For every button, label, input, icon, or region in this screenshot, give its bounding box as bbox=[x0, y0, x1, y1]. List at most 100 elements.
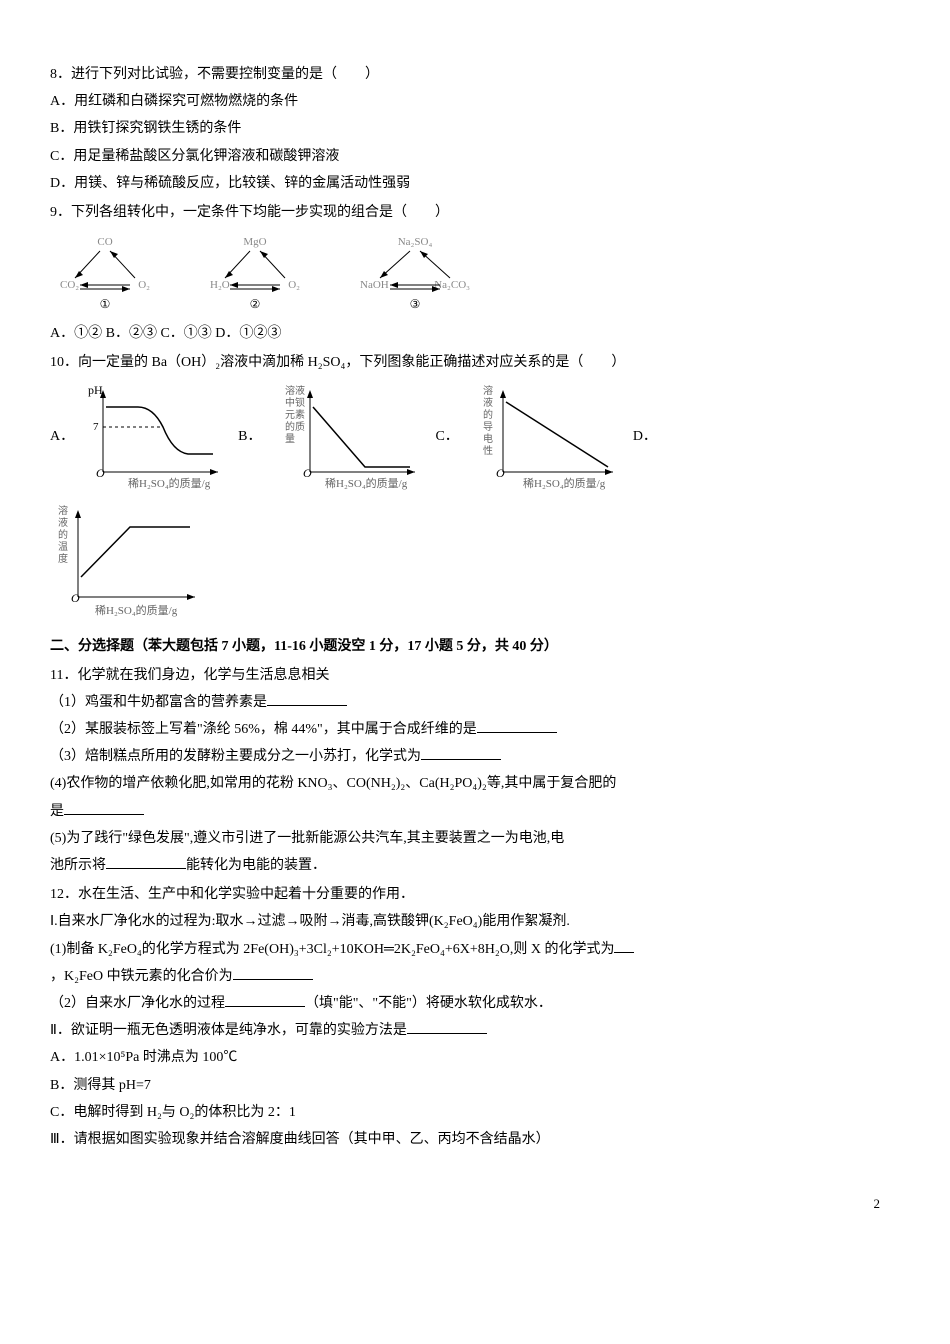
q12-stem: 12．水在生活、生产中和化学实验中起着十分重要的作用． bbox=[50, 882, 900, 907]
q12-II: Ⅱ．欲证明一瓶无色透明液体是纯净水，可靠的实验方法是 bbox=[50, 1018, 900, 1043]
q11-p5b-post: 能转化为电能的装置． bbox=[186, 858, 326, 873]
q9-stem: 9．下列各组转化中，一定条件下均能一步实现的组合是（ ） bbox=[50, 200, 900, 225]
svg-text:pH: pH bbox=[88, 383, 103, 397]
q12-p2-pre: （2）自来水厂净化水的过程 bbox=[50, 996, 225, 1011]
triangle-icon: Na₂SO₄ NaOH Na₂CO₃ ③ bbox=[350, 233, 480, 313]
blank bbox=[106, 854, 186, 869]
q9-opts: A．①② B．②③ C．①③ D．①②③ bbox=[50, 321, 900, 346]
q11-p5b: 池所示将 能转化为电能的装置． bbox=[50, 853, 900, 878]
q11-p2: （2）某服装标签上写着"涤纶 56%，棉 44%"，其中属于合成纤维的是 bbox=[50, 717, 900, 742]
chart-c: 溶 液 的 导 电 性 O 稀H₂SO₄的质量/g bbox=[463, 382, 623, 492]
q11-p2-text: （2）某服装标签上写着"涤纶 56%，棉 44%"，其中属于合成纤维的是 bbox=[50, 722, 477, 737]
triangle-icon: MgO H₂O O₂ ② bbox=[200, 233, 310, 313]
q10-label-d: D． bbox=[633, 424, 657, 449]
blank bbox=[225, 992, 305, 1007]
svg-text:的: 的 bbox=[58, 528, 68, 541]
q10-label-b: B． bbox=[238, 424, 261, 449]
svg-text:溶: 溶 bbox=[483, 384, 493, 397]
q9-diagrams: CO CO₂ O₂ ① MgO H₂O O₂ bbox=[50, 233, 900, 313]
chart-b: 溶液 中钡 元素 的质 量 O 稀H₂SO₄的质量/g bbox=[265, 382, 425, 492]
q11-p5a: (5)为了践行"绿色发展",遵义市引进了一批新能源公共汽车,其主要装置之一为电池… bbox=[50, 826, 900, 851]
q12-p1b: ，K₂FeO 中铁元素的化合价为 bbox=[50, 964, 900, 989]
svg-text:O: O bbox=[71, 591, 80, 605]
blank bbox=[421, 745, 501, 760]
d2-num: ② bbox=[250, 297, 261, 311]
q12-II-text: Ⅱ．欲证明一瓶无色透明液体是纯净水，可靠的实验方法是 bbox=[50, 1023, 407, 1038]
q12-p1a: (1)制备 K₂FeO₄的化学方程式为 2Fe(OH)₃+3Cl₂+10KOH═… bbox=[50, 937, 900, 962]
svg-text:稀H₂SO₄的质量/g: 稀H₂SO₄的质量/g bbox=[128, 476, 211, 490]
q11-p3-text: （3）焙制糕点所用的发酵粉主要成分之一小苏打，化学式为 bbox=[50, 749, 421, 764]
q12-p2: （2）自来水厂净化水的过程 （填"能"、"不能"）将硬水软化成软水． bbox=[50, 991, 900, 1016]
svg-text:量: 量 bbox=[285, 433, 295, 445]
d1-right: O₂ bbox=[138, 279, 150, 291]
d3-left: NaOH bbox=[360, 279, 389, 291]
question-10: 10．向一定量的 Ba（OH）₂溶液中滴加稀 H₂SO₄，下列图象能正确描述对应… bbox=[50, 350, 900, 621]
blank bbox=[407, 1019, 487, 1034]
q10-label-a: A． bbox=[50, 424, 74, 449]
question-8: 8．进行下列对比试验，不需要控制变量的是（ ） A．用红磷和白磷探究可燃物燃烧的… bbox=[50, 62, 900, 196]
q12-p1a-text: (1)制备 K₂FeO₄的化学方程式为 2Fe(OH)₃+3Cl₂+10KOH═… bbox=[50, 942, 614, 957]
page-number: 2 bbox=[50, 1192, 900, 1215]
svg-text:的质: 的质 bbox=[285, 420, 305, 433]
q8-stem: 8．进行下列对比试验，不需要控制变量的是（ ） bbox=[50, 62, 900, 87]
d1-top: CO bbox=[97, 236, 112, 248]
blank bbox=[267, 691, 347, 706]
d1-num: ① bbox=[100, 297, 111, 311]
svg-text:O: O bbox=[303, 466, 312, 480]
q11-p4b-text: 是 bbox=[50, 804, 64, 819]
d2-left: H₂O bbox=[210, 279, 230, 291]
q9-diagram-2: MgO H₂O O₂ ② bbox=[200, 233, 310, 313]
svg-text:中钡: 中钡 bbox=[285, 396, 305, 409]
q11-p1-text: （1）鸡蛋和牛奶都富含的营养素是 bbox=[50, 695, 267, 710]
svg-text:7: 7 bbox=[93, 421, 99, 433]
svg-text:稀H₂SO₄的质量/g: 稀H₂SO₄的质量/g bbox=[523, 476, 606, 490]
question-11: 11．化学就在我们身边，化学与生活息息相关 （1）鸡蛋和牛奶都富含的营养素是 （… bbox=[50, 663, 900, 879]
q8-opt-b: B．用铁钉探究钢铁生锈的条件 bbox=[50, 116, 900, 141]
blank bbox=[233, 965, 313, 980]
svg-text:稀H₂SO₄的质量/g: 稀H₂SO₄的质量/g bbox=[325, 476, 408, 490]
svg-text:元素: 元素 bbox=[285, 408, 305, 421]
q11-p1: （1）鸡蛋和牛奶都富含的营养素是 bbox=[50, 690, 900, 715]
section-2-title: 二、分选择题（苯大题包括 7 小题，11-16 小题没空 1 分，17 小题 5… bbox=[50, 634, 900, 659]
chart-d: 溶 液 的 温 度 O 稀H₂SO₄的质量/g bbox=[50, 502, 210, 622]
d2-right: O₂ bbox=[288, 279, 300, 291]
q10-chart-d-row: 溶 液 的 温 度 O 稀H₂SO₄的质量/g bbox=[50, 502, 900, 622]
svg-text:的: 的 bbox=[483, 408, 493, 421]
q12-I: Ⅰ.自来水厂净化水的过程为:取水→过滤→吸附→消毒,高铁酸钾(K₂FeO₄)能用… bbox=[50, 909, 900, 934]
blank bbox=[614, 938, 634, 953]
question-12: 12．水在生活、生产中和化学实验中起着十分重要的作用． Ⅰ.自来水厂净化水的过程… bbox=[50, 882, 900, 1152]
svg-text:溶液: 溶液 bbox=[285, 384, 305, 397]
q9-diagram-1: CO CO₂ O₂ ① bbox=[50, 233, 160, 313]
q11-p4b: 是 bbox=[50, 799, 900, 824]
q8-opt-d: D．用镁、锌与稀硫酸反应，比较镁、锌的金属活动性强弱 bbox=[50, 171, 900, 196]
q12-A: A．1.01×10⁵Pa 时沸点为 100℃ bbox=[50, 1045, 900, 1070]
triangle-icon: CO CO₂ O₂ ① bbox=[50, 233, 160, 313]
svg-text:O: O bbox=[96, 466, 105, 480]
d2-top: MgO bbox=[243, 236, 266, 248]
chart-a: pH 7 O 稀H₂SO₄的质量/g bbox=[78, 382, 228, 492]
q9-diagram-3: Na₂SO₄ NaOH Na₂CO₃ ③ bbox=[350, 233, 480, 313]
q8-opt-c: C．用足量稀盐酸区分氯化钾溶液和碳酸钾溶液 bbox=[50, 144, 900, 169]
svg-text:液: 液 bbox=[58, 516, 68, 529]
q10-stem: 10．向一定量的 Ba（OH）₂溶液中滴加稀 H₂SO₄，下列图象能正确描述对应… bbox=[50, 350, 900, 375]
q12-p2-post: （填"能"、"不能"）将硬水软化成软水． bbox=[305, 996, 552, 1011]
svg-text:O: O bbox=[496, 466, 505, 480]
blank bbox=[64, 800, 144, 815]
q11-p4a: (4)农作物的增产依赖化肥,如常用的花粉 KNO₃、CO(NH₂)₂、Ca(H₂… bbox=[50, 771, 900, 796]
q12-B: B．测得其 pH=7 bbox=[50, 1073, 900, 1098]
q12-III: Ⅲ．请根据如图实验现象并结合溶解度曲线回答（其中甲、乙、丙均不含结晶水） bbox=[50, 1127, 900, 1152]
svg-text:度: 度 bbox=[58, 552, 68, 565]
q10-label-c: C． bbox=[435, 424, 458, 449]
d3-top: Na₂SO₄ bbox=[398, 236, 433, 248]
svg-text:电: 电 bbox=[483, 432, 493, 445]
question-9: 9．下列各组转化中，一定条件下均能一步实现的组合是（ ） CO CO₂ O₂ ① bbox=[50, 200, 900, 346]
blank bbox=[477, 718, 557, 733]
svg-text:液: 液 bbox=[483, 396, 493, 409]
d3-num: ③ bbox=[410, 297, 421, 311]
q8-opt-a: A．用红磷和白磷探究可燃物燃烧的条件 bbox=[50, 89, 900, 114]
svg-text:溶: 溶 bbox=[58, 504, 68, 517]
svg-text:稀H₂SO₄的质量/g: 稀H₂SO₄的质量/g bbox=[95, 603, 178, 617]
q10-charts-row1: A． pH 7 O 稀H₂SO₄的质量/g B． 溶液 中钡 元素 的质 bbox=[50, 382, 900, 492]
q11-p5b-pre: 池所示将 bbox=[50, 858, 106, 873]
svg-text:温: 温 bbox=[58, 541, 68, 553]
